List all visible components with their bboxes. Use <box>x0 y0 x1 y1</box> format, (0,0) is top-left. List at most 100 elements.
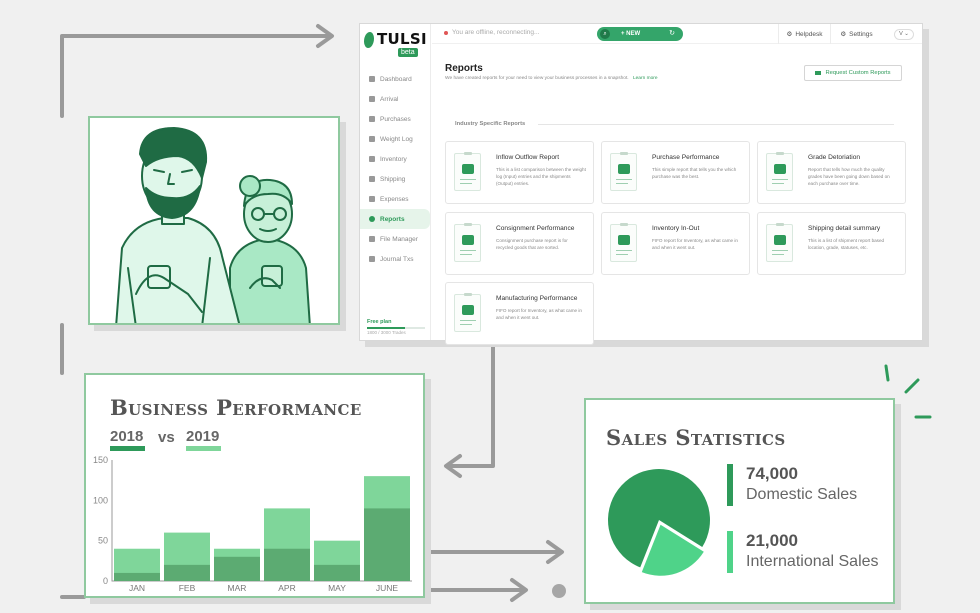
sidebar-item-purchases[interactable]: Purchases <box>360 109 430 129</box>
page-description: We have created reports for your need to… <box>445 76 658 81</box>
bar-2018-apr <box>264 548 310 581</box>
report-title: Consignment Performance <box>496 225 575 232</box>
report-card-purchase-performance[interactable]: Purchase Performance This simple report t… <box>601 141 750 204</box>
mail-icon <box>815 71 822 75</box>
gear-icon: ⚙ <box>840 31 847 38</box>
sidebar-item-journal-txs[interactable]: Journal Txs <box>360 249 430 269</box>
report-description: This simple report that tells you the wh… <box>652 167 737 179</box>
sidebar: TULSI beta Dashboard Arrival Purchases Weig… <box>360 24 431 340</box>
report-clipboard-icon <box>766 152 793 191</box>
sidebar-item-arrival[interactable]: Arrival <box>360 89 430 109</box>
bar-2018-mar <box>214 556 260 581</box>
report-description: FIFO report for Inventory, as what came … <box>652 238 738 250</box>
expenses-icon <box>369 196 375 202</box>
report-clipboard-icon <box>454 152 481 191</box>
domestic-sales-value: 74,000 <box>746 464 798 483</box>
sidebar-item-label: Dashboard <box>380 75 412 83</box>
legend-2018-swatch <box>110 446 145 451</box>
refresh-icon[interactable]: ↻ <box>669 30 675 37</box>
inventory-icon <box>369 156 375 162</box>
x-tick-label: JAN <box>129 583 145 593</box>
learn-more-link[interactable]: Learn more <box>632 76 658 81</box>
report-card-inflow-outflow-report[interactable]: Inflow Outflow Report This is a list comp… <box>445 141 594 204</box>
report-clipboard-icon <box>454 293 481 332</box>
search-icon[interactable]: ⌕ <box>600 29 610 39</box>
sidebar-item-inventory[interactable]: Inventory <box>360 149 430 169</box>
beta-badge: beta <box>398 48 418 57</box>
sales-statistics-title: Sales Statistics <box>606 425 786 450</box>
connection-status-text: You are offline, reconnecting... <box>452 29 540 36</box>
pie-slice-international-sales <box>641 524 704 576</box>
request-custom-reports-button[interactable]: Request Custom Reports <box>804 65 902 81</box>
report-title: Purchase Performance <box>652 154 720 161</box>
y-tick-label: 50 <box>98 536 108 546</box>
tulsi-logo[interactable]: TULSI beta <box>364 30 427 60</box>
plan-progress-bar <box>367 327 425 329</box>
report-card-shipping-detail-summary[interactable]: Shipping detail summary This is a list of… <box>757 212 906 275</box>
report-description: This is a list of shipment report based … <box>808 238 885 250</box>
dashboard-icon <box>369 76 375 82</box>
report-title: Shipping detail summary <box>808 225 881 232</box>
settings-button[interactable]: ⚙ Settings <box>830 24 882 44</box>
sidebar-item-expenses[interactable]: Expenses <box>360 189 430 209</box>
legend-2019-swatch <box>186 446 221 451</box>
x-tick-label: APR <box>278 583 295 593</box>
sidebar-item-label: Expenses <box>380 195 409 203</box>
legend-2018-label: 2018 <box>110 428 144 445</box>
x-tick-label: MAR <box>228 583 247 593</box>
business-performance-title: Business Performance <box>110 395 362 420</box>
x-tick-label: FEB <box>179 583 196 593</box>
report-title: Manufacturing Performance <box>496 295 578 302</box>
report-description: Report that tells how much the quality g… <box>808 167 890 186</box>
arrival-icon <box>369 96 375 102</box>
shipping-icon <box>369 176 375 182</box>
report-card-inventory-in-out[interactable]: Inventory In-Out FIFO report for Inventor… <box>601 212 750 275</box>
sidebar-item-label: File Manager <box>380 235 418 243</box>
y-tick-label: 100 <box>93 495 108 505</box>
report-clipboard-icon <box>610 223 637 262</box>
user-menu[interactable]: V ⌄ <box>894 29 914 40</box>
sidebar-item-label: Inventory <box>380 155 407 163</box>
y-tick-label: 0 <box>103 576 108 586</box>
sidebar-item-shipping[interactable]: Shipping <box>360 169 430 189</box>
report-description: This is a list comparison between the we… <box>496 167 586 186</box>
legend-2019-label: 2019 <box>186 428 220 445</box>
logo-text: TULSI <box>377 30 427 48</box>
x-tick-label: MAY <box>328 583 346 593</box>
sidebar-item-dashboard[interactable]: Dashboard <box>360 69 430 89</box>
leaf-icon <box>364 32 374 48</box>
helpdesk-button[interactable]: ⚙ Helpdesk <box>778 24 830 44</box>
sales-pie-chart <box>608 469 710 576</box>
helpdesk-icon: ⚙ <box>786 31 793 38</box>
sidebar-nav: Dashboard Arrival Purchases Weight Log Inven… <box>360 69 430 269</box>
bar-2018-jan <box>114 572 160 581</box>
business-performance-card: Business Performance 2018 vs 2019 0 50 100… <box>84 373 425 598</box>
new-button[interactable]: + NEW <box>621 31 641 37</box>
bar-2018-may <box>314 564 360 581</box>
section-divider <box>538 124 894 125</box>
report-description: Consignment purchase report is for recyc… <box>496 238 568 250</box>
sidebar-item-weight-log[interactable]: Weight Log <box>360 129 430 149</box>
y-tick-label: 150 <box>93 455 108 465</box>
plan-quota: 1800 / 3000 Trades <box>367 330 406 335</box>
sidebar-item-reports[interactable]: Reports <box>360 209 430 229</box>
reports-page: Reports We have created reports for your… <box>432 45 922 345</box>
report-description: FIFO report for Inventory, as what came … <box>496 308 582 320</box>
pie-slice-domestic-sales <box>608 469 710 568</box>
report-clipboard-icon <box>610 152 637 191</box>
report-card-manufacturing-performance[interactable]: Manufacturing Performance FIFO report for… <box>445 282 594 345</box>
chevron-down-icon: ⌄ <box>904 31 909 37</box>
bar-2018-feb <box>164 564 210 581</box>
sidebar-item-file-manager[interactable]: File Manager <box>360 229 430 249</box>
file-manager-icon <box>369 236 375 242</box>
report-title: Inflow Outflow Report <box>496 154 560 161</box>
report-clipboard-icon <box>454 223 481 262</box>
report-card-consignment-performance[interactable]: Consignment Performance Consignment purch… <box>445 212 594 275</box>
report-title: Grade Detoriation <box>808 154 861 161</box>
quick-actions: ⌕ + NEW ↻ <box>597 27 683 41</box>
sidebar-item-label: Shipping <box>380 175 406 183</box>
sales-statistics-card: Sales Statistics 74,000 Domestic Sales 2… <box>584 398 895 604</box>
international-sales-label: International Sales <box>746 553 879 570</box>
report-card-grade-detoriation[interactable]: Grade Detoriation Report that tells how m… <box>757 141 906 204</box>
